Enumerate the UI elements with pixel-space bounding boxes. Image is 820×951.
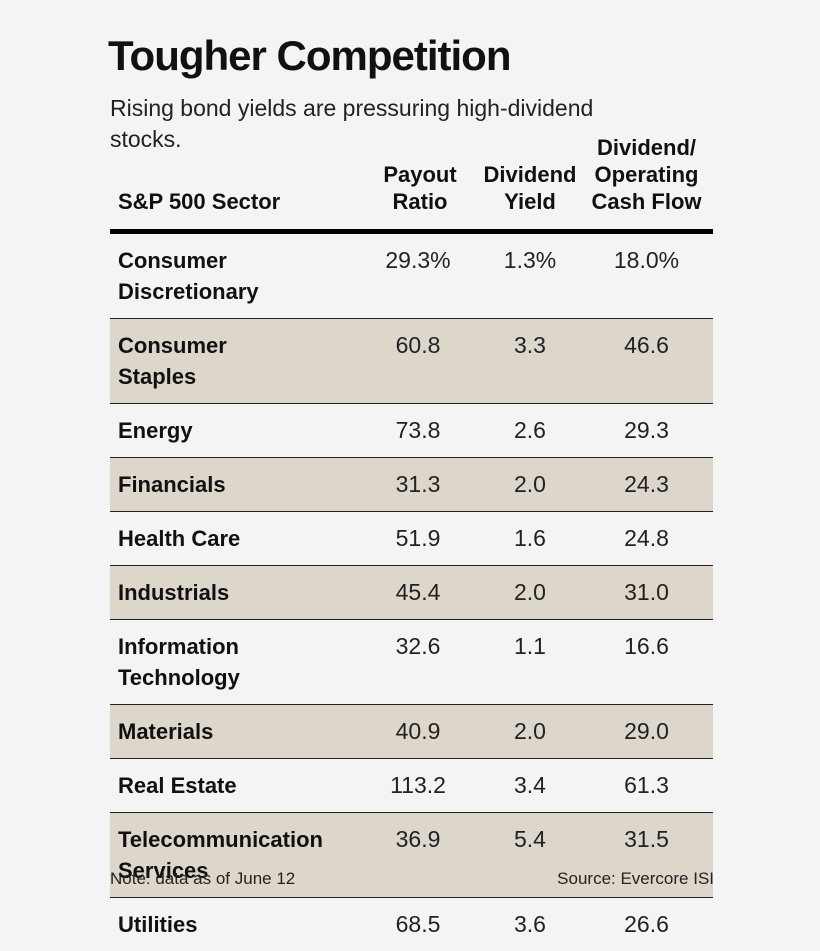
sector-name: Consumer Staples bbox=[110, 319, 360, 404]
sector-name: Industrials bbox=[110, 566, 360, 620]
payout-ratio-cell: 60.8 bbox=[360, 319, 480, 404]
payout-ratio-cell: 31.3 bbox=[360, 458, 480, 512]
table-row: Consumer Discretionary 29.3%1.3%18.0% bbox=[110, 232, 713, 319]
payout-ratio-cell: 113.2 bbox=[360, 759, 480, 813]
sector-name-line: Energy bbox=[118, 418, 193, 443]
sector-name: Information Technology bbox=[110, 620, 360, 705]
dividend-yield-cell: 2.0 bbox=[480, 458, 580, 512]
header-line: Operating bbox=[580, 161, 713, 188]
table-header-row: S&P 500 Sector Payout Ratio Dividend Yie… bbox=[110, 134, 713, 232]
cash-flow-cell: 16.6 bbox=[580, 620, 713, 705]
sector-table-container: S&P 500 Sector Payout Ratio Dividend Yie… bbox=[110, 134, 713, 951]
sector-name-line: Technology bbox=[118, 665, 240, 690]
source-credit: Source: Evercore ISI bbox=[557, 869, 714, 889]
dividend-yield-cell: 3.6 bbox=[480, 898, 580, 951]
column-header-dividend-yield: Dividend Yield bbox=[480, 134, 580, 232]
cash-flow-cell: 18.0% bbox=[580, 232, 713, 319]
dividend-yield-cell: 1.6 bbox=[480, 512, 580, 566]
sector-name-line: Industrials bbox=[118, 580, 229, 605]
sector-name: Utilities bbox=[110, 898, 360, 951]
dividend-yield-cell: 3.3 bbox=[480, 319, 580, 404]
cash-flow-cell: 24.8 bbox=[580, 512, 713, 566]
sector-name-line: Materials bbox=[118, 719, 213, 744]
sector-name: Health Care bbox=[110, 512, 360, 566]
sector-name-line: Health Care bbox=[118, 526, 240, 551]
sector-name-line: Real Estate bbox=[118, 773, 237, 798]
column-header-payout-ratio: Payout Ratio bbox=[360, 134, 480, 232]
sector-name: Real Estate bbox=[110, 759, 360, 813]
payout-ratio-cell: 73.8 bbox=[360, 404, 480, 458]
cash-flow-cell: 29.3 bbox=[580, 404, 713, 458]
footnote: Note: data as of June 12 bbox=[110, 869, 295, 889]
payout-ratio-cell: 36.9 bbox=[360, 813, 480, 898]
payout-ratio-cell: 51.9 bbox=[360, 512, 480, 566]
cash-flow-cell: 46.6 bbox=[580, 319, 713, 404]
dividend-yield-cell: 1.3% bbox=[480, 232, 580, 319]
sector-name-line: Discretionary bbox=[118, 279, 259, 304]
dividend-yield-cell: 2.6 bbox=[480, 404, 580, 458]
sector-name: Energy bbox=[110, 404, 360, 458]
sector-name-line: Consumer bbox=[118, 333, 227, 358]
dividend-yield-cell: 1.1 bbox=[480, 620, 580, 705]
header-line: Payout bbox=[360, 161, 480, 188]
header-line: Yield bbox=[480, 188, 580, 215]
page-title: Tougher Competition bbox=[108, 32, 511, 80]
sector-name-line: Utilities bbox=[118, 912, 197, 937]
header-line: Dividend bbox=[480, 161, 580, 188]
sector-name: Financials bbox=[110, 458, 360, 512]
sector-name-line: Staples bbox=[118, 364, 196, 389]
payout-ratio-cell: 45.4 bbox=[360, 566, 480, 620]
sector-name-line: Consumer bbox=[118, 248, 227, 273]
cash-flow-cell: 24.3 bbox=[580, 458, 713, 512]
payout-ratio-cell: 29.3% bbox=[360, 232, 480, 319]
sector-name-line: Telecommunication bbox=[118, 827, 323, 852]
dividend-yield-cell: 3.4 bbox=[480, 759, 580, 813]
sector-name-line: Financials bbox=[118, 472, 226, 497]
cash-flow-cell: 31.0 bbox=[580, 566, 713, 620]
sector-name: Consumer Discretionary bbox=[110, 232, 360, 319]
dividend-yield-cell: 2.0 bbox=[480, 566, 580, 620]
cash-flow-cell: 29.0 bbox=[580, 705, 713, 759]
sector-table: S&P 500 Sector Payout Ratio Dividend Yie… bbox=[110, 134, 713, 951]
payout-ratio-cell: 40.9 bbox=[360, 705, 480, 759]
header-line: Cash Flow bbox=[580, 188, 713, 215]
payout-ratio-cell: 32.6 bbox=[360, 620, 480, 705]
dividend-yield-cell: 2.0 bbox=[480, 705, 580, 759]
cash-flow-cell: 26.6 bbox=[580, 898, 713, 951]
cash-flow-cell: 61.3 bbox=[580, 759, 713, 813]
header-line: Dividend/ bbox=[580, 134, 713, 161]
payout-ratio-cell: 68.5 bbox=[360, 898, 480, 951]
column-header-dividend-cash-flow: Dividend/ Operating Cash Flow bbox=[580, 134, 713, 232]
sector-name: Materials bbox=[110, 705, 360, 759]
header-line: S&P 500 Sector bbox=[118, 188, 360, 215]
header-line: Ratio bbox=[360, 188, 480, 215]
sector-name-line: Information bbox=[118, 634, 239, 659]
column-header-sector: S&P 500 Sector bbox=[110, 134, 360, 232]
